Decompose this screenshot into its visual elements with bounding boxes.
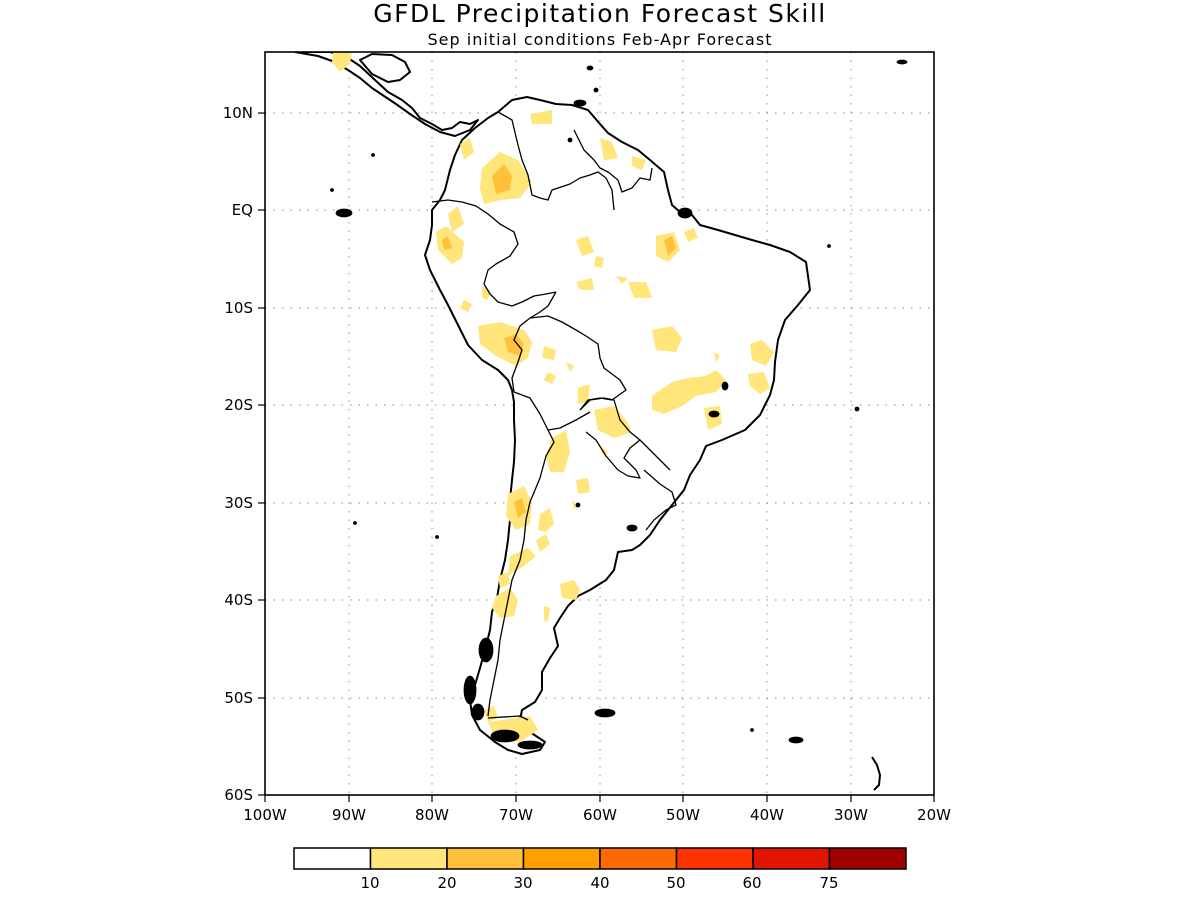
- islands: [330, 59, 908, 791]
- colorbar-swatch: [293, 847, 372, 870]
- y-tick-label: 20S: [224, 396, 253, 414]
- x-axis-labels: 100W 90W 80W 70W 60W 50W 40W 30W 20W: [243, 806, 951, 824]
- y-axis-labels: 10N EQ 10S 20S 30S 40S 50S 60S: [223, 104, 253, 804]
- colorbar-label: 10: [360, 874, 379, 892]
- x-tick-label: 50W: [666, 806, 700, 824]
- x-tick-label: 40W: [750, 806, 784, 824]
- central-america-coastline: [294, 52, 479, 137]
- y-tick-label: 60S: [224, 786, 253, 804]
- colorbar-swatch: [675, 847, 754, 870]
- x-tick-label: 20W: [917, 806, 951, 824]
- y-tick-label: EQ: [232, 201, 253, 219]
- colorbar-label: 40: [590, 874, 609, 892]
- colorbar-swatch: [752, 847, 831, 870]
- x-tick-label: 80W: [415, 806, 449, 824]
- chart-title: GFDL Precipitation Forecast Skill: [373, 0, 827, 28]
- x-tick-label: 30W: [834, 806, 868, 824]
- colorbar-label: 20: [437, 874, 456, 892]
- colorbar: [293, 847, 907, 870]
- x-tick-label: 70W: [499, 806, 533, 824]
- y-tick-label: 50S: [224, 689, 253, 707]
- colorbar-swatch: [369, 847, 448, 870]
- colorbar-swatch: [446, 847, 525, 870]
- skill-contours-20-30: [442, 164, 676, 518]
- colorbar-label: 75: [819, 874, 838, 892]
- colorbar-swatch: [828, 847, 907, 870]
- chart-subtitle: Sep initial conditions Feb-Apr Forecast: [428, 30, 773, 49]
- y-tick-label: 30S: [224, 494, 253, 512]
- x-tick-label: 100W: [243, 806, 287, 824]
- country-borders: [431, 111, 677, 721]
- colorbar-label: 50: [666, 874, 685, 892]
- map-area: [265, 52, 934, 795]
- colorbar-label: 60: [742, 874, 761, 892]
- colorbar-swatch: [522, 847, 601, 870]
- gridlines: [265, 52, 934, 795]
- colorbar-labels: 10 20 30 40 50 60 75: [360, 874, 838, 892]
- y-tick-label: 10N: [223, 104, 253, 122]
- x-tick-label: 60W: [583, 806, 617, 824]
- colorbar-label: 30: [513, 874, 532, 892]
- y-tick-label: 10S: [224, 299, 253, 317]
- tick-marks: [258, 112, 935, 802]
- y-tick-label: 40S: [224, 591, 253, 609]
- colorbar-swatch: [599, 847, 678, 870]
- x-tick-label: 90W: [332, 806, 366, 824]
